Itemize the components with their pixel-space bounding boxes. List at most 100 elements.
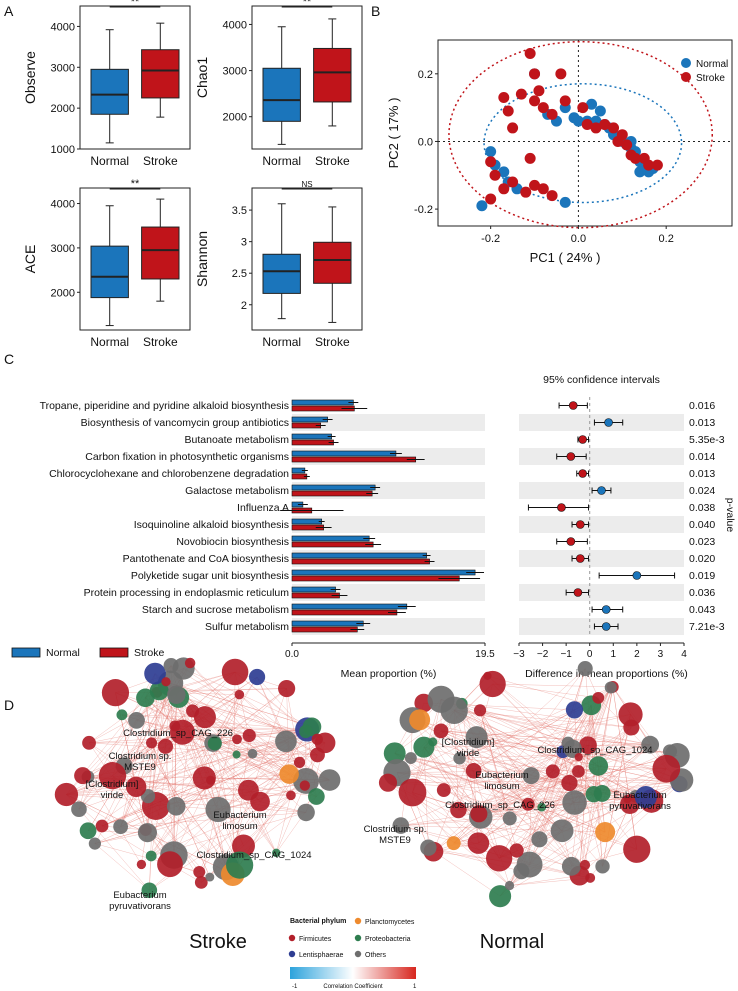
network-edge (155, 688, 287, 807)
network-node (504, 880, 515, 891)
network-node (311, 733, 323, 745)
y-tick-label: 4000 (51, 199, 75, 211)
bar-normal (291, 484, 376, 491)
network-edge (454, 710, 532, 776)
difference-point (566, 452, 576, 461)
network-title-normal: Normal (480, 931, 544, 953)
x-tick-label: 1 (611, 649, 617, 660)
x-tick-label: −1 (560, 649, 572, 660)
point-stroke (515, 88, 527, 100)
point-stroke (581, 119, 593, 131)
bar-normal (291, 433, 332, 440)
difference-point (632, 571, 642, 580)
network-edge (492, 683, 599, 699)
network-node (226, 851, 254, 879)
p-value: 0.036 (689, 587, 715, 599)
point-stroke (529, 95, 541, 107)
network-edge (210, 780, 227, 868)
network-node (275, 730, 297, 753)
network-node (272, 848, 281, 858)
network-node (193, 865, 206, 878)
network-node (433, 723, 449, 739)
pca-scatter: -0.2 0.0 0.2 -0.2 0.0 0.2 PC1 ( 24% ) PC2 ( 17%… (386, 39, 733, 265)
difference-point (604, 418, 613, 427)
row-shade (292, 618, 485, 635)
p-value: 5.35e-3 (689, 434, 725, 446)
network-edge (433, 851, 530, 865)
network-edge (210, 753, 253, 781)
colorbar-min-label: -1 (292, 984, 298, 990)
box-normal (262, 253, 301, 294)
network-edge (423, 747, 429, 848)
pathway-label: Novobiocin biosynthesis (176, 536, 289, 548)
network-node (470, 805, 488, 823)
network-edge (541, 751, 671, 808)
network-edge (612, 686, 637, 850)
network-node (502, 811, 517, 826)
row-shade (292, 448, 485, 465)
correlation-networks: Clostridium_sp_CAG_226 Clostridium sp. MST… (54, 657, 694, 990)
network-node (242, 728, 256, 743)
network-node (537, 802, 547, 812)
network-node (249, 668, 266, 686)
network-node (116, 709, 128, 721)
plot-frame (437, 39, 733, 227)
pathway-label: Polyketide sugar unit biosynthesis (131, 570, 289, 582)
network-edge (66, 742, 214, 795)
network-edge (578, 744, 651, 758)
p-value: 0.013 (689, 417, 715, 429)
network-edge (480, 710, 651, 745)
network-edge (480, 771, 553, 818)
network-node (161, 677, 171, 687)
network-node (318, 769, 341, 791)
network-node (157, 738, 174, 754)
network-node (299, 780, 310, 791)
network-node (465, 762, 482, 779)
network-edge (183, 668, 313, 727)
network-edge (572, 687, 611, 749)
network-node (125, 776, 147, 798)
x-tick-label: Normal (90, 335, 129, 349)
network-edge (210, 780, 317, 797)
network-edge (443, 744, 651, 791)
network-edge (89, 725, 175, 744)
network-node (146, 737, 158, 749)
network-node (577, 661, 593, 677)
network-node (465, 726, 488, 749)
network-edge (182, 732, 318, 756)
point-stroke (577, 102, 589, 114)
network-node (641, 735, 660, 754)
taxon-label: Clostridium sp. MSTE9 (364, 824, 427, 846)
point-normal (586, 98, 598, 110)
phylum-legend-marker (354, 950, 362, 958)
p-value: 0.024 (689, 485, 715, 497)
network-edge (539, 687, 611, 840)
network-edge (239, 694, 318, 756)
significance-label: ** (131, 0, 140, 8)
pathway-label: Carbon fixation in photosynthetic organi… (85, 451, 289, 463)
taxon-label: Eubacterium limosum (213, 810, 266, 832)
network-node (509, 843, 524, 858)
taxon-label: Clostridium_sp_CAG_226 (123, 728, 233, 739)
bar-stroke (291, 626, 358, 633)
box-stroke (313, 47, 352, 103)
network-node (623, 795, 632, 804)
difference-point (601, 605, 611, 614)
network-edge (499, 755, 678, 859)
y-tick-label: -0.2 (414, 204, 433, 216)
point-stroke (507, 122, 519, 134)
network-node (398, 778, 427, 807)
network-edge (151, 742, 177, 807)
significance-label: ** (131, 178, 140, 190)
y-tick-label: 2000 (51, 287, 75, 299)
network-edge (249, 735, 292, 796)
network-node (192, 766, 216, 790)
network-node (88, 837, 102, 850)
network-edge (433, 737, 477, 852)
network-edge (478, 796, 636, 815)
network-node (572, 765, 585, 778)
network-node (467, 832, 490, 854)
network-edge (473, 668, 586, 771)
network-node (383, 742, 406, 765)
network-node (592, 691, 605, 704)
